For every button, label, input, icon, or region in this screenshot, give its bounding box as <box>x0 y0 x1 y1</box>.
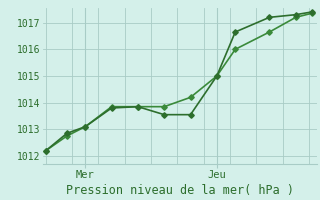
X-axis label: Pression niveau de la mer( hPa ): Pression niveau de la mer( hPa ) <box>66 184 294 197</box>
